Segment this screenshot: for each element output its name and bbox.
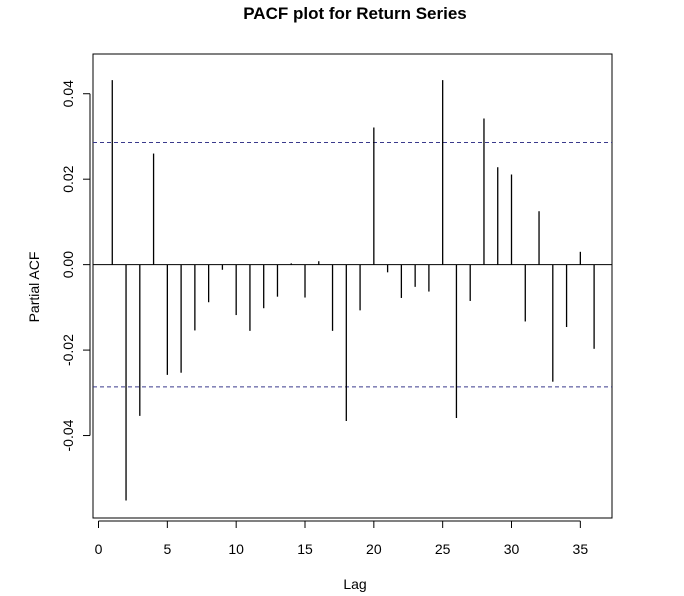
x-tick-label: 20 bbox=[366, 541, 382, 557]
x-axis-label: Lag bbox=[343, 576, 366, 592]
pacf-bars bbox=[111, 80, 595, 501]
y-tick-label: 0.00 bbox=[60, 251, 76, 278]
y-axis: -0.04 -0.02 0.00 0.02 0.04 bbox=[60, 80, 91, 452]
y-tick-label: 0.04 bbox=[60, 80, 76, 107]
x-tick-label: 0 bbox=[95, 541, 103, 557]
x-axis: 0 5 10 15 20 25 30 35 bbox=[95, 520, 589, 557]
x-tick-label: 15 bbox=[297, 541, 313, 557]
x-tick-label: 10 bbox=[228, 541, 244, 557]
chart-title: PACF plot for Return Series bbox=[243, 4, 467, 23]
plot-frame bbox=[92, 53, 613, 519]
y-tick-label: 0.02 bbox=[60, 165, 76, 192]
confidence-bounds bbox=[93, 141, 612, 388]
x-tick-label: 35 bbox=[573, 541, 589, 557]
y-axis-label: Partial ACF bbox=[26, 252, 42, 323]
y-tick-label: -0.02 bbox=[60, 334, 76, 366]
x-tick-label: 30 bbox=[504, 541, 520, 557]
x-tick-label: 25 bbox=[435, 541, 451, 557]
x-tick-label: 5 bbox=[163, 541, 171, 557]
y-tick-label: -0.04 bbox=[60, 419, 76, 451]
